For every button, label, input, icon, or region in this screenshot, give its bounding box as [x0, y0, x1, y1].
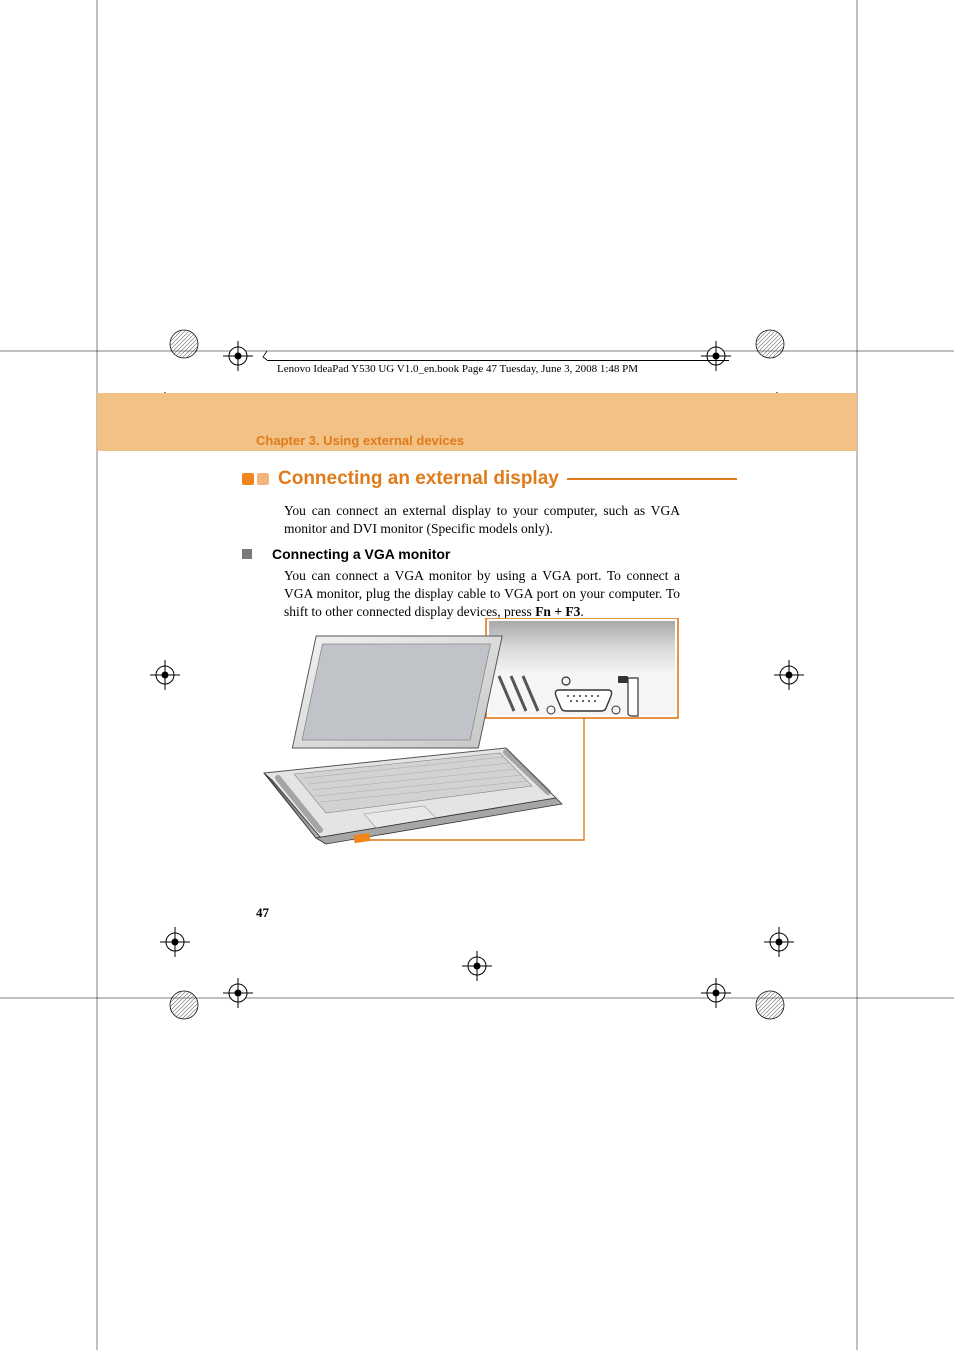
heading-marker-icon — [257, 473, 269, 485]
chapter-label: Chapter 3. Using external devices — [256, 433, 464, 448]
sub-heading-marker-icon — [242, 549, 252, 559]
sub-para-text: You can connect a VGA monitor by using a… — [284, 568, 680, 619]
page-number: 47 — [256, 905, 269, 921]
heading-rule — [567, 478, 737, 480]
sub-paragraph: You can connect a VGA monitor by using a… — [284, 567, 680, 622]
header-rule — [267, 360, 729, 361]
header-caption: Lenovo IdeaPad Y530 UG V1.0_en.book Page… — [277, 363, 638, 375]
heading-marker-icon — [242, 473, 254, 485]
section-heading: Connecting an external display — [278, 468, 559, 490]
section-heading-row: Connecting an external display — [242, 468, 737, 490]
laptop-vga-figure — [256, 618, 680, 858]
sub-heading: Connecting a VGA monitor — [272, 546, 450, 562]
header-band — [97, 393, 857, 451]
intro-paragraph: You can connect an external display to y… — [284, 502, 680, 538]
